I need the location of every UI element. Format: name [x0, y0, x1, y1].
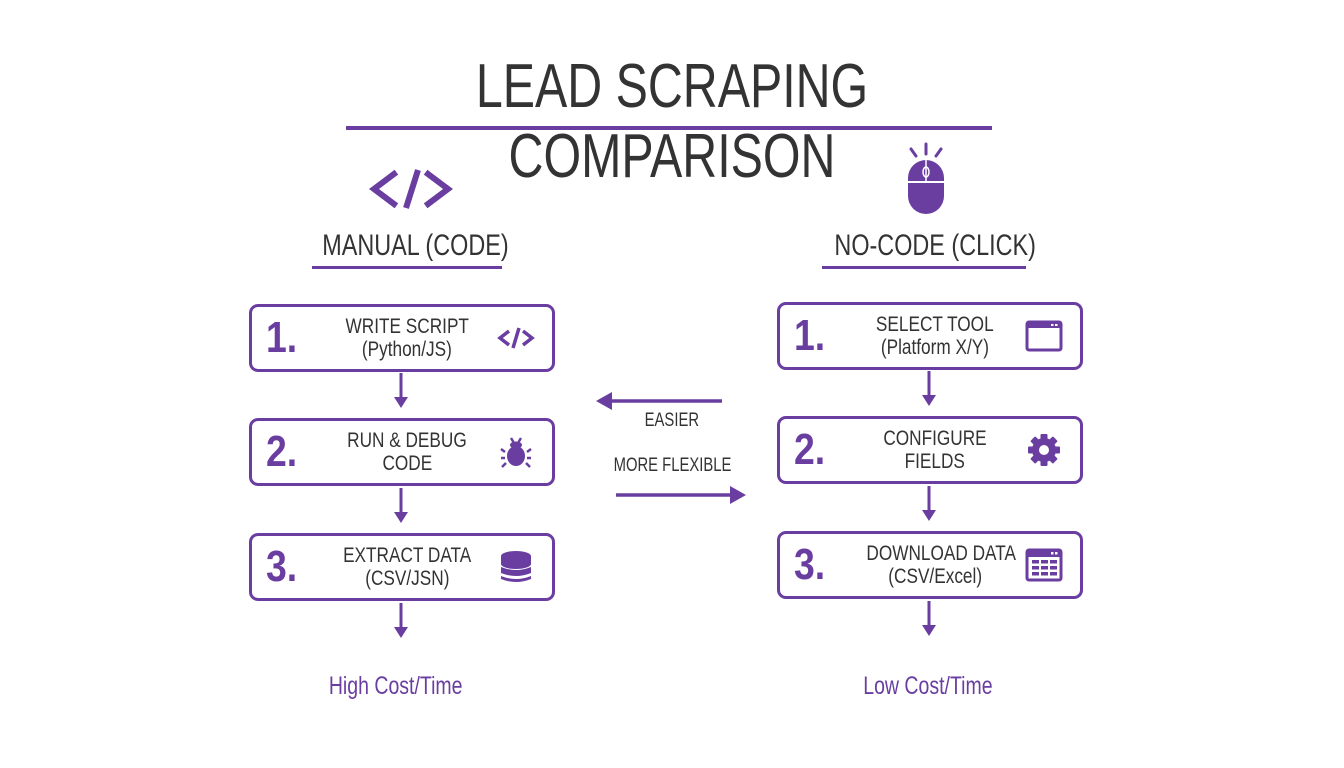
code-brackets-icon — [368, 166, 454, 212]
manual-column-heading: MANUAL (CODE) — [322, 229, 509, 262]
mouse-click-icon — [900, 142, 952, 216]
step-label: CONFIGURE FIELDS — [883, 427, 987, 473]
right-arrow — [614, 484, 748, 506]
manual-step-1: 1. WRITE SCRIPT (Python/JS) — [249, 304, 555, 372]
step-label: RUN & DEBUG CODE — [347, 429, 467, 475]
spreadsheet-icon — [1024, 547, 1064, 583]
down-arrow — [392, 373, 410, 409]
manual-heading-underline — [312, 266, 502, 269]
step-number: 3. — [794, 540, 826, 589]
no-code-step-2: 2. CONFIGURE FIELDS — [777, 416, 1083, 484]
down-arrow — [920, 601, 938, 637]
manual-step-3: 3. EXTRACT DATA (CSV/JSN) — [249, 533, 555, 601]
step-label: WRITE SCRIPT (Python/JS) — [345, 315, 469, 361]
browser-window-icon — [1024, 318, 1064, 354]
page-title: LEAD SCRAPING COMPARISON — [336, 52, 1008, 192]
down-arrow — [920, 486, 938, 522]
down-arrow — [920, 371, 938, 407]
database-icon — [496, 549, 536, 585]
step-label: EXTRACT DATA (CSV/JSN) — [342, 544, 472, 590]
manual-footer-label: High Cost/Time — [329, 672, 463, 700]
no-code-step-1: 1. SELECT TOOL (Platform X/Y) — [777, 302, 1083, 370]
bug-icon — [496, 434, 536, 470]
step-number: 2. — [794, 425, 826, 474]
no-code-heading-underline — [822, 266, 1026, 269]
title-underline — [346, 126, 992, 130]
easier-label: EASIER — [644, 410, 700, 431]
more-flexible-label: MORE FLEXIBLE — [613, 455, 731, 476]
down-arrow — [392, 603, 410, 639]
code-brackets-icon — [496, 320, 536, 356]
left-arrow — [594, 390, 724, 412]
step-number: 1. — [794, 311, 826, 360]
down-arrow — [392, 488, 410, 524]
step-number: 3. — [266, 542, 298, 591]
step-number: 2. — [266, 427, 298, 476]
no-code-footer-label: Low Cost/Time — [863, 672, 993, 700]
page-title-text: LEAD SCRAPING COMPARISON — [475, 52, 869, 191]
step-number: 1. — [266, 313, 298, 362]
step-label: DOWNLOAD DATA (CSV/Excel) — [866, 542, 1016, 588]
manual-step-2: 2. RUN & DEBUG CODE — [249, 418, 555, 486]
no-code-step-3: 3. DOWNLOAD DATA (CSV/Excel) — [777, 531, 1083, 599]
gear-icon — [1024, 432, 1064, 468]
no-code-column-heading: NO-CODE (CLICK) — [834, 229, 1036, 262]
step-label: SELECT TOOL (Platform X/Y) — [876, 313, 994, 359]
